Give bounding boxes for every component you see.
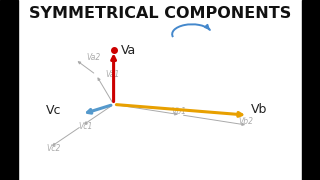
- Text: Va2: Va2: [86, 53, 100, 62]
- Text: Vc: Vc: [46, 104, 62, 117]
- Text: Va1: Va1: [105, 70, 120, 79]
- Text: SYMMETRICAL COMPONENTS: SYMMETRICAL COMPONENTS: [29, 6, 291, 21]
- Bar: [302, 0, 320, 180]
- Bar: [0, 0, 18, 180]
- Text: Vb: Vb: [251, 103, 268, 116]
- Text: Vb2: Vb2: [238, 117, 253, 126]
- Text: Vc1: Vc1: [78, 122, 92, 131]
- Text: Vb1: Vb1: [171, 107, 186, 116]
- Text: Vc2: Vc2: [46, 144, 60, 153]
- Text: Va: Va: [121, 44, 136, 57]
